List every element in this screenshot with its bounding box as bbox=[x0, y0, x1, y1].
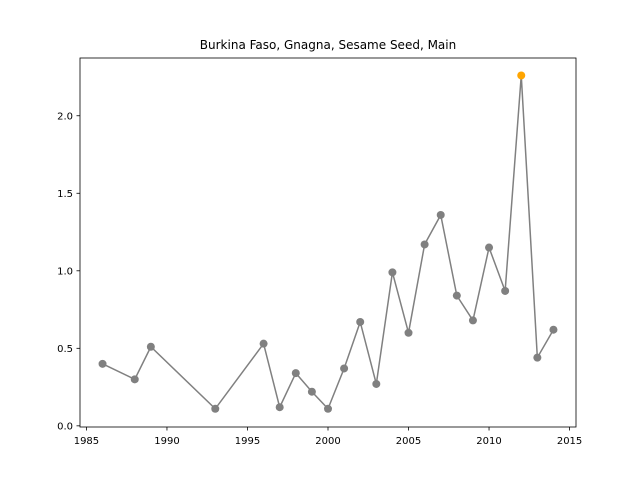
data-point bbox=[501, 286, 510, 295]
data-point bbox=[340, 364, 349, 373]
y-tick-label: 1.5 bbox=[57, 189, 73, 200]
y-tick-label: 1.0 bbox=[57, 266, 73, 277]
series-line bbox=[102, 75, 555, 411]
data-point bbox=[436, 210, 445, 219]
data-point bbox=[372, 379, 381, 388]
y-tick-label: 0.5 bbox=[57, 344, 73, 355]
data-point bbox=[404, 328, 413, 337]
data-point bbox=[533, 353, 542, 362]
chart-title: Burkina Faso, Gnagna, Sesame Seed, Main bbox=[200, 38, 456, 52]
x-tick-label: 2005 bbox=[396, 436, 421, 447]
y-tick-label: 0.0 bbox=[57, 421, 73, 432]
highlight-point bbox=[517, 71, 526, 80]
x-tick-label: 1985 bbox=[74, 436, 99, 447]
data-point bbox=[420, 240, 429, 249]
x-tick-label: 2015 bbox=[557, 436, 582, 447]
data-point bbox=[259, 339, 268, 348]
data-point bbox=[356, 317, 365, 326]
data-point bbox=[485, 243, 494, 252]
plot-frame bbox=[79, 57, 577, 428]
data-point bbox=[146, 342, 155, 351]
data-point bbox=[468, 316, 477, 325]
data-point bbox=[291, 369, 300, 378]
series-layer bbox=[98, 71, 558, 413]
data-point bbox=[211, 404, 220, 413]
data-point bbox=[275, 403, 284, 412]
data-point bbox=[388, 268, 397, 277]
x-tick-label: 1995 bbox=[235, 436, 260, 447]
x-tick-label: 2000 bbox=[315, 436, 340, 447]
axes-layer: 1985 1990 1995 2000 2005 2010 2015 0.0 0.5 1.0 1.5… bbox=[57, 57, 582, 447]
data-point bbox=[549, 325, 558, 334]
data-point bbox=[130, 375, 139, 384]
x-tick-label: 2010 bbox=[476, 436, 501, 447]
y-tick-label: 2.0 bbox=[57, 111, 73, 122]
data-point bbox=[324, 404, 332, 413]
data-point bbox=[452, 291, 461, 300]
data-point bbox=[98, 359, 107, 368]
data-point bbox=[307, 387, 316, 396]
x-tick-label: 1990 bbox=[154, 436, 179, 447]
